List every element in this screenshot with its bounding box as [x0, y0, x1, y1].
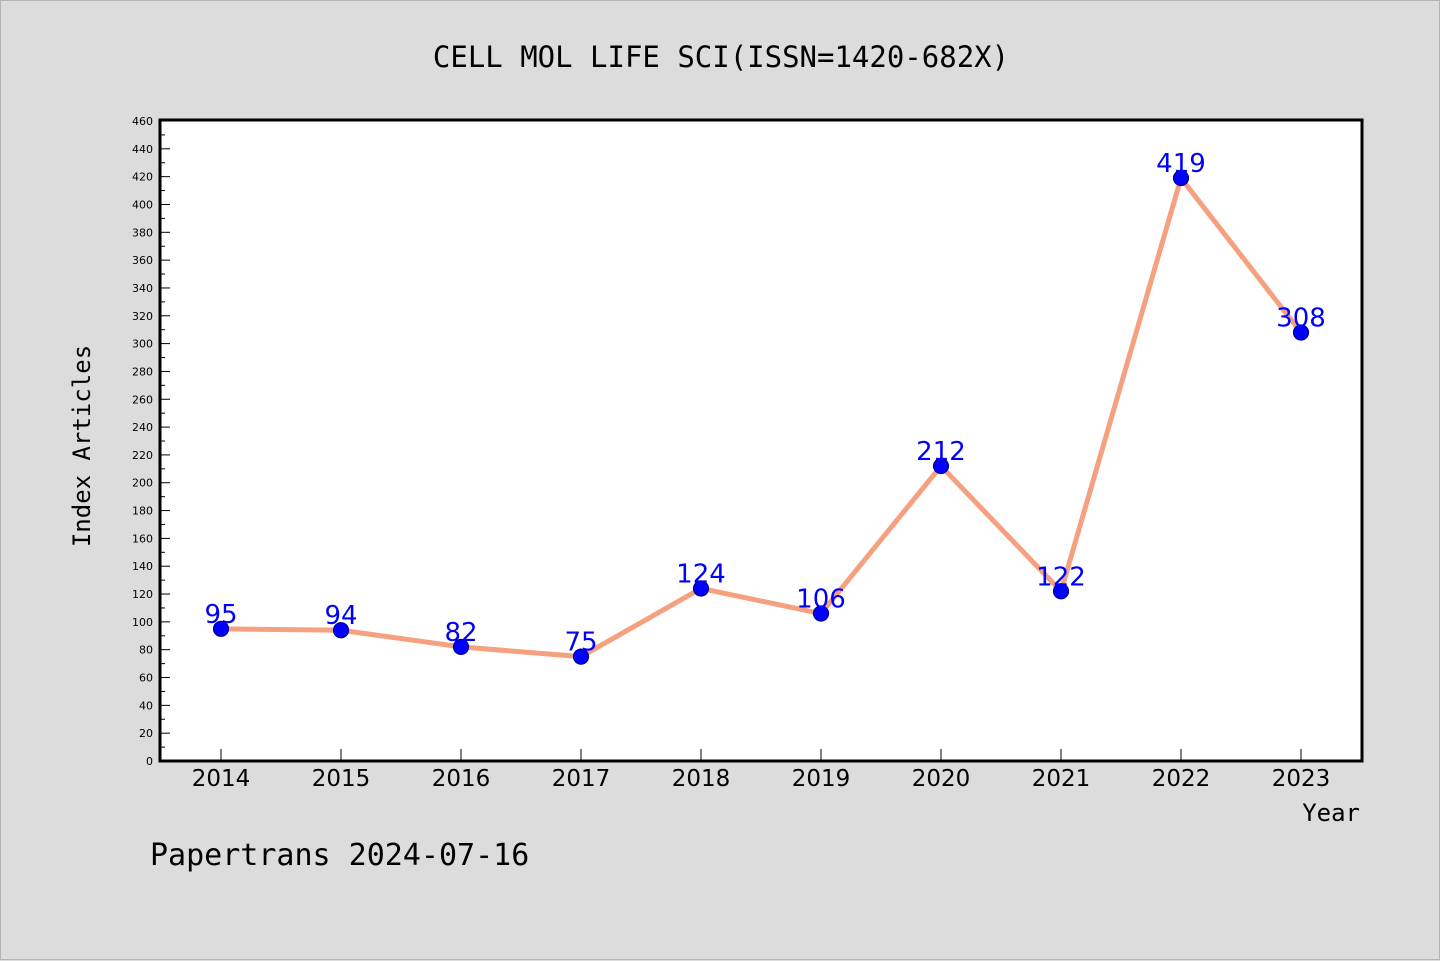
x-tick-label: 2019: [792, 766, 851, 792]
data-point-marker: [332, 622, 350, 639]
y-tick-label: 0: [146, 755, 153, 768]
y-tick-label: 60: [139, 672, 153, 685]
data-label: 95: [204, 600, 237, 630]
data-label: 122: [1036, 562, 1086, 592]
y-tick-label: 420: [132, 171, 153, 184]
y-tick-label: 220: [132, 449, 153, 462]
data-point-marker: [932, 457, 950, 475]
y-tick-label: 240: [132, 421, 153, 434]
y-tick-label: 440: [132, 143, 153, 156]
y-tick-label: 20: [139, 727, 153, 740]
y-tick-label: 180: [132, 505, 153, 518]
y-tick-label: 80: [139, 644, 153, 657]
x-tick-label: 2018: [672, 766, 731, 792]
data-label: 106: [796, 585, 846, 615]
y-tick-label: 280: [132, 365, 153, 378]
y-tick-label: 320: [132, 310, 153, 323]
data-label: 212: [916, 437, 966, 467]
x-tick-label: 2015: [312, 766, 371, 792]
data-label: 308: [1276, 303, 1326, 333]
x-tick-label: 2023: [1272, 766, 1331, 792]
data-label: 94: [324, 601, 357, 631]
plot-area: [158, 118, 1364, 763]
x-tick-label: 2020: [912, 766, 971, 792]
y-axis-label: Index Articles: [68, 345, 96, 547]
y-tick-label: 460: [132, 115, 153, 128]
data-label: 124: [676, 559, 726, 589]
y-tick-label: 200: [132, 477, 153, 490]
y-tick-label: 40: [139, 699, 153, 712]
series-layer: 95 94 82 75 124 106 212 122 419 308: [204, 149, 1326, 665]
chart-title: CELL MOL LIFE SCI(ISSN=1420-682X): [433, 40, 1009, 74]
y-tick-label: 260: [132, 393, 153, 406]
data-label: 82: [444, 618, 477, 648]
footer-text: Papertrans 2024-07-16: [150, 838, 529, 873]
y-tick-label: 160: [132, 532, 153, 545]
data-point-marker: [452, 638, 470, 656]
y-tick-label: 140: [132, 560, 153, 573]
x-axis: 2014 2015 2016 2017 2018 2019 2020 2021 2022 2023: [192, 749, 1331, 792]
x-tick-label: 2021: [1032, 766, 1091, 792]
y-tick-label: 100: [132, 616, 153, 629]
x-tick-label: 2017: [552, 766, 611, 792]
x-tick-label: 2016: [432, 766, 491, 792]
y-tick-label: 300: [132, 338, 153, 351]
data-label: 419: [1156, 149, 1206, 179]
x-axis-label: Year: [1302, 799, 1360, 827]
y-axis: 0 20 40 60 80 100 120 140 160 180 200 220 240 260 280 3…: [132, 115, 170, 768]
y-tick-label: 360: [132, 254, 153, 267]
data-point-marker: [692, 580, 710, 597]
x-tick-label: 2014: [192, 766, 251, 792]
y-tick-label: 340: [132, 282, 153, 295]
y-tick-label: 400: [132, 198, 153, 211]
x-tick-label: 2022: [1152, 766, 1211, 792]
data-point-marker: [1172, 169, 1190, 187]
data-point-marker: [812, 605, 830, 622]
data-point-marker: [572, 648, 590, 665]
data-point-marker: [1052, 583, 1070, 600]
series-line: [218, 175, 1304, 660]
data-point-marker: [1292, 324, 1310, 341]
data-point-marker: [212, 620, 230, 637]
data-label: 75: [564, 628, 597, 658]
y-tick-label: 380: [132, 226, 153, 239]
y-tick-label: 120: [132, 588, 153, 601]
